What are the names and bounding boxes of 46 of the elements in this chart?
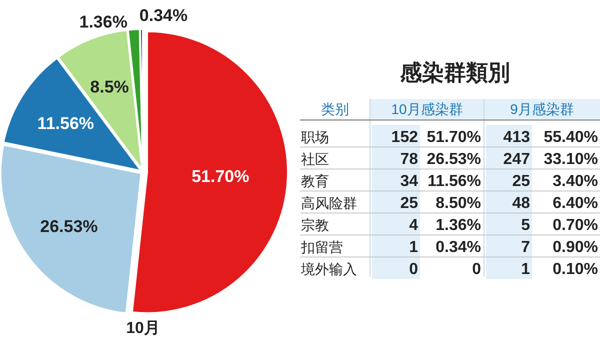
cell: 社区	[301, 151, 329, 167]
data-label: 1.36%	[79, 12, 128, 32]
header: 9月感染群	[510, 101, 574, 117]
cell: 78	[400, 151, 418, 168]
cell: 6.40%	[552, 195, 598, 212]
data-label: 8.5%	[90, 78, 129, 97]
cell: 0.34%	[436, 239, 481, 256]
cell: 1	[521, 261, 530, 278]
cell: 境外输入	[301, 261, 357, 277]
annotation: 10月	[126, 320, 160, 337]
cell: 职场	[301, 129, 329, 145]
cell: 48	[512, 195, 530, 212]
title: 感染群類別	[400, 60, 510, 85]
cell: 7	[521, 239, 530, 256]
cell: 1.36%	[436, 217, 481, 234]
header: 类别	[321, 101, 349, 117]
cell: 413	[503, 129, 530, 146]
cell: 0	[472, 261, 481, 278]
header: 10月感染群	[391, 101, 463, 117]
cell: 宗教	[301, 217, 329, 233]
cell: 1	[409, 239, 418, 256]
cell: 0.70%	[552, 217, 598, 234]
cell: 高风险群	[301, 195, 357, 211]
data-label: 26.53%	[40, 217, 98, 236]
cell: 152	[391, 129, 418, 146]
cell: 4	[409, 217, 418, 234]
data-label: 11.56%	[37, 114, 94, 133]
cell: 34	[400, 173, 418, 190]
cell: 扣留营	[301, 239, 343, 255]
cell: 247	[503, 151, 530, 168]
cell: 11.56%	[428, 173, 481, 190]
cell: 55.40%	[544, 129, 598, 146]
data-label: 0.34%	[139, 6, 188, 25]
cell: 8.50%	[436, 195, 481, 212]
cell: 0	[409, 261, 418, 278]
cell: 25	[512, 173, 530, 190]
cell: 0.10%	[552, 261, 598, 278]
cell: 0.90%	[552, 239, 598, 256]
cell: 5	[521, 217, 530, 234]
cell: 51.70%	[426, 129, 481, 146]
cell: 3.40%	[552, 173, 598, 190]
cell: 33.10%	[544, 151, 598, 168]
cell: 26.53%	[426, 151, 481, 168]
data-label: 51.70%	[192, 167, 250, 186]
cell: 25	[400, 195, 418, 212]
cell: 教育	[301, 173, 329, 189]
